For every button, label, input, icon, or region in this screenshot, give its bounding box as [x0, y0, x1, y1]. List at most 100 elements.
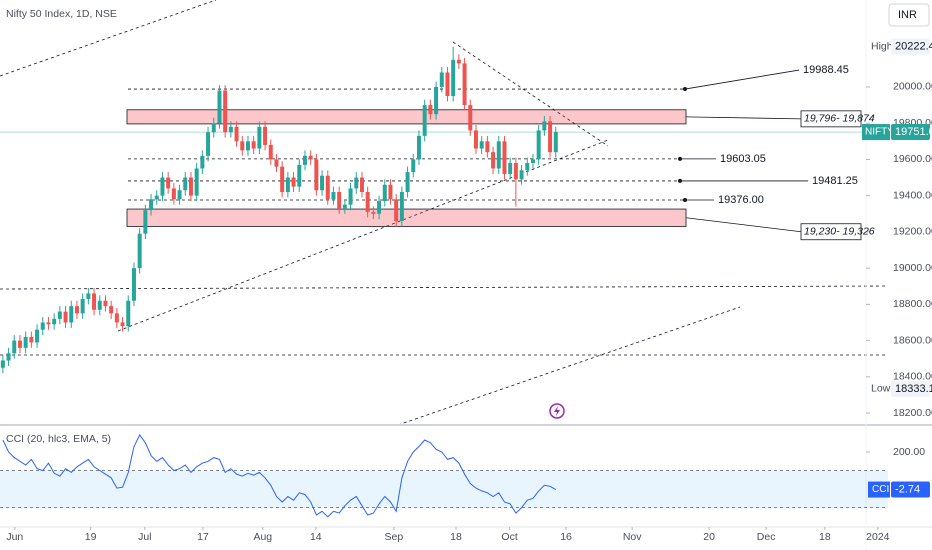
candle-body	[548, 121, 553, 153]
last-value: 19751.05	[895, 126, 932, 138]
x-tick-label: 2024	[866, 531, 890, 543]
candle-body	[131, 268, 136, 301]
candle-body	[468, 105, 473, 131]
x-tick-label: 17	[197, 531, 209, 543]
candle-body	[183, 177, 188, 191]
candle-body	[542, 121, 547, 131]
candle-body	[399, 192, 404, 222]
chart-title: Nifty 50 Index, 1D, NSE	[6, 8, 117, 20]
candle-body	[166, 177, 171, 189]
trend-line	[117, 139, 609, 332]
candle-body	[513, 163, 518, 180]
candle-body	[149, 199, 154, 211]
candle-body	[434, 86, 439, 115]
candle-body	[416, 135, 421, 160]
candle-body	[388, 184, 393, 200]
alert-bolt	[554, 406, 560, 416]
candle-body	[280, 166, 285, 193]
candle-body	[365, 192, 370, 212]
low-name: Low	[871, 383, 891, 395]
high-name: High	[871, 40, 893, 52]
x-tick-label: Sep	[385, 531, 404, 543]
candle-body	[297, 164, 302, 187]
candle-body	[377, 201, 382, 214]
candle-body	[274, 159, 279, 167]
candle-body	[348, 188, 353, 205]
candle-body	[86, 293, 91, 299]
candle-body	[114, 313, 119, 323]
candle-body	[502, 141, 507, 174]
candle-body	[485, 141, 490, 153]
candle-body	[462, 63, 467, 106]
x-tick-label: 20	[703, 531, 715, 543]
x-tick-label: Aug	[253, 531, 272, 543]
high-value: 20222.45	[895, 41, 932, 53]
currency: INR	[898, 9, 917, 21]
alert-icon[interactable]	[549, 403, 565, 419]
candle-body	[126, 300, 131, 327]
candle-body	[200, 155, 205, 169]
candle-body	[479, 141, 484, 149]
candle-body	[160, 177, 165, 196]
x-tick-label: Oct	[501, 531, 517, 543]
candle-body	[422, 105, 427, 136]
zone-label: 19,796- 19,874	[804, 113, 875, 125]
candle-body	[154, 195, 159, 200]
y-tick-label: 18400.00	[893, 371, 932, 383]
candle-body	[491, 152, 496, 169]
candle-body	[302, 155, 307, 165]
cci-value: -2.74	[895, 483, 920, 495]
x-tick-label: Dec	[757, 531, 776, 543]
candle-body	[120, 322, 125, 327]
x-tick-label: 19	[85, 531, 97, 543]
candle-body	[496, 141, 501, 169]
candle-body	[342, 204, 347, 209]
candle-body	[320, 175, 325, 191]
zone-callout	[685, 116, 802, 120]
candle-body	[285, 177, 290, 193]
candle-body	[63, 311, 68, 323]
candle-body	[194, 168, 199, 196]
cci-band	[0, 470, 888, 508]
level-callout	[684, 69, 800, 90]
level-label: 19376.00	[718, 194, 764, 206]
candle-body	[74, 306, 79, 314]
x-tick-label: 14	[310, 531, 322, 543]
low-value: 18333.15	[895, 383, 932, 395]
candle-body	[382, 184, 387, 202]
candle-body	[553, 132, 558, 153]
candle-body	[12, 340, 17, 354]
candle-body	[536, 130, 541, 160]
y-tick-label: 20000.00	[893, 81, 932, 93]
candle-body	[29, 336, 34, 343]
candle-body	[17, 340, 22, 348]
candle-body	[188, 177, 193, 196]
y-tick-label: 200.00	[893, 446, 925, 458]
candle-body	[456, 59, 461, 64]
candle-body	[228, 126, 233, 133]
candle-body	[331, 192, 336, 200]
indicator-title: CCI (20, hlc3, EMA, 5)	[6, 433, 111, 445]
currency-box[interactable]	[888, 3, 930, 27]
candle-body	[325, 175, 330, 200]
candle-body	[451, 59, 456, 97]
candle-body	[473, 130, 478, 149]
trend-line	[397, 306, 741, 426]
candle-body	[52, 318, 57, 325]
candle-body	[268, 144, 273, 160]
y-tick-label: 19600.00	[893, 153, 932, 165]
x-tick-label: 18	[819, 531, 831, 543]
level-label: 19988.45	[803, 64, 849, 76]
zone-callout	[685, 217, 802, 233]
candle-body	[171, 188, 176, 200]
high-value-box	[891, 38, 930, 55]
y-tick-label: 19000.00	[893, 262, 932, 274]
y-tick-label: 18800.00	[893, 298, 932, 310]
candle-body	[354, 177, 359, 189]
candle-body	[46, 322, 51, 325]
zone	[126, 109, 687, 125]
candle-body	[394, 199, 399, 222]
trend-line	[0, 0, 217, 77]
candle-body	[525, 163, 530, 171]
